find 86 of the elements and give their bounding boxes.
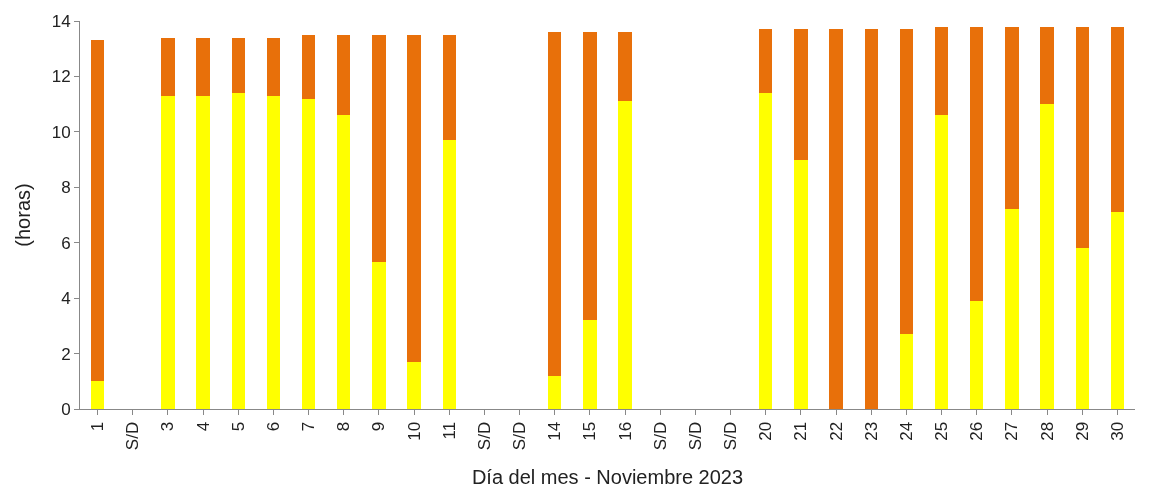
bar <box>618 32 632 102</box>
bar <box>407 361 421 409</box>
x-tick-label: 5 <box>228 421 248 432</box>
x-tick-label: 7 <box>299 421 319 432</box>
x-tick-label: 22 <box>826 421 846 441</box>
bar <box>1110 212 1125 409</box>
y-tick-label: 14 <box>51 11 71 31</box>
x-tick-label: 16 <box>615 421 635 441</box>
bar <box>196 95 210 409</box>
x-tick-label: S/D <box>685 421 705 451</box>
y-tick-label: 4 <box>61 289 71 309</box>
x-tick-label: 11 <box>439 421 459 440</box>
x-tick-label: 9 <box>369 421 389 432</box>
x-tick-label: 26 <box>967 421 987 441</box>
bar <box>442 34 456 141</box>
bar <box>161 37 175 96</box>
bar <box>759 29 773 94</box>
x-tick-label: 28 <box>1037 421 1057 441</box>
x-tick-label: 25 <box>932 421 952 441</box>
bar <box>864 29 878 409</box>
x-tick-label: 30 <box>1107 421 1127 441</box>
bar <box>301 34 316 99</box>
bar <box>1040 26 1054 105</box>
bar <box>970 26 984 301</box>
x-tick-label: 21 <box>791 421 811 441</box>
bar <box>231 37 245 94</box>
x-axis-title: Día del mes - Noviembre 2023 <box>471 465 744 488</box>
bar <box>196 37 210 96</box>
bar <box>1075 26 1089 249</box>
y-tick-label: 6 <box>61 233 71 253</box>
bar <box>301 98 316 409</box>
y-tick-label: 0 <box>61 399 71 419</box>
bar <box>934 26 949 116</box>
bar <box>794 159 808 409</box>
x-tick-label: 3 <box>158 421 178 432</box>
x-tick-label: 20 <box>756 421 776 441</box>
x-tick-label: 27 <box>1002 421 1022 441</box>
bar <box>794 29 808 160</box>
bar <box>266 95 281 409</box>
x-tick-label: 1 <box>88 421 108 432</box>
bar <box>548 375 562 409</box>
y-tick-label: 8 <box>61 178 71 198</box>
bar <box>90 381 105 409</box>
y-tick-label: 10 <box>51 122 71 142</box>
x-tick-label: S/D <box>650 421 670 451</box>
x-tick-label: 15 <box>580 421 600 441</box>
bar <box>90 40 105 382</box>
bar <box>548 32 562 376</box>
bar <box>583 320 597 409</box>
bar <box>970 300 984 409</box>
bar <box>161 95 175 409</box>
bar <box>337 34 351 116</box>
x-tick-label: 8 <box>334 421 354 432</box>
bar <box>583 32 597 321</box>
bar <box>372 34 386 263</box>
bar <box>1040 104 1054 409</box>
bar <box>1110 26 1125 213</box>
y-axis-title: (horas) <box>12 183 35 247</box>
bar <box>266 37 281 96</box>
x-tick-label: S/D <box>510 421 530 451</box>
x-tick-label: 23 <box>861 421 881 441</box>
x-tick-label: 10 <box>404 421 424 441</box>
x-tick-label: 6 <box>263 421 283 432</box>
bar <box>759 93 773 409</box>
x-tick-label: 4 <box>193 421 213 432</box>
bar <box>1005 209 1019 409</box>
bar <box>442 140 456 409</box>
x-tick-label: 14 <box>545 421 565 441</box>
bar <box>1005 26 1019 210</box>
bar <box>372 262 386 409</box>
x-tick-label: 24 <box>896 421 916 441</box>
bar <box>934 115 949 409</box>
y-tick-label: 12 <box>51 67 71 87</box>
bar <box>231 93 245 409</box>
bar <box>899 29 914 335</box>
x-tick-label: S/D <box>721 421 741 451</box>
bar <box>407 34 421 362</box>
x-tick-label: 29 <box>1072 421 1092 441</box>
bar <box>618 101 632 409</box>
bar <box>1075 248 1089 409</box>
bar <box>829 29 843 409</box>
bar <box>337 115 351 409</box>
x-tick-label: S/D <box>474 421 494 451</box>
bar <box>899 334 914 409</box>
y-tick-label: 2 <box>61 344 71 364</box>
x-tick-label: S/D <box>123 421 143 451</box>
